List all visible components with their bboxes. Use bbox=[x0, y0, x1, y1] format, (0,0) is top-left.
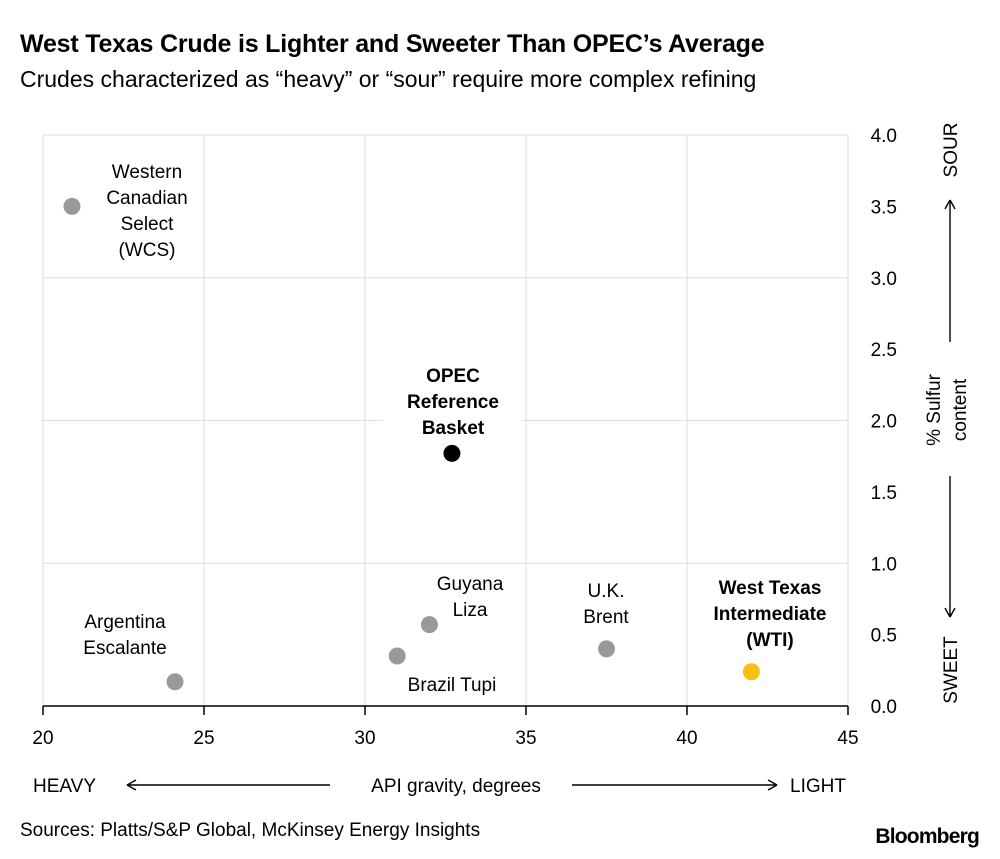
bloomberg-logo: Bloomberg bbox=[875, 825, 979, 848]
y-tick-label: 4.0 bbox=[871, 126, 897, 147]
x-left-arrow-head bbox=[126, 779, 137, 791]
x-right-arrow-head bbox=[767, 779, 778, 791]
y-bottom-direction-label: SWEET bbox=[941, 636, 962, 704]
chart-subtitle: Crudes characterized as “heavy” or “sour… bbox=[20, 66, 757, 92]
data-point-label: Canadian bbox=[106, 188, 187, 209]
y-tick-label: 3.5 bbox=[871, 197, 897, 218]
y-tick-label: 2.0 bbox=[871, 412, 897, 433]
y-axis-label: % Sulfur bbox=[924, 373, 945, 445]
data-point-label: Reference bbox=[407, 392, 499, 413]
x-tick-label: 30 bbox=[354, 728, 375, 749]
data-point-label: Escalante bbox=[83, 638, 166, 659]
data-point bbox=[420, 616, 438, 634]
x-tick-label: 40 bbox=[676, 728, 697, 749]
x-tick-label: 25 bbox=[193, 728, 214, 749]
data-point-label: U.K. bbox=[588, 581, 625, 602]
y-tick-label: 3.0 bbox=[871, 269, 897, 290]
data-point-label: Basket bbox=[422, 418, 485, 439]
data-point-label: Liza bbox=[453, 600, 488, 621]
source-note: Sources: Platts/S&P Global, McKinsey Ene… bbox=[20, 820, 481, 841]
data-point bbox=[388, 647, 406, 665]
x-tick-label: 45 bbox=[837, 728, 858, 749]
data-point bbox=[63, 197, 81, 215]
data-point-label: Brent bbox=[583, 607, 629, 628]
data-point-label: West Texas bbox=[719, 578, 822, 599]
data-point-label: Western bbox=[112, 162, 182, 183]
data-point-label: Intermediate bbox=[714, 604, 827, 625]
y-tick-label: 1.5 bbox=[871, 483, 897, 504]
y-axis-label-cont: content bbox=[950, 378, 971, 441]
label-background bbox=[383, 358, 523, 442]
y-down-arrow-head bbox=[944, 607, 956, 618]
y-tick-label: 0.0 bbox=[871, 697, 897, 718]
x-axis-label: API gravity, degrees bbox=[371, 776, 541, 797]
data-point bbox=[742, 663, 760, 681]
data-point-label: Brazil Tupi bbox=[408, 675, 497, 696]
y-up-arrow-head bbox=[944, 199, 956, 210]
x-tick-label: 20 bbox=[32, 728, 53, 749]
data-point-label: Guyana bbox=[437, 574, 504, 595]
data-point bbox=[166, 673, 184, 691]
data-point bbox=[443, 444, 461, 462]
data-point bbox=[598, 640, 615, 658]
data-point-label: Argentina bbox=[84, 612, 166, 633]
y-top-direction-label: SOUR bbox=[941, 123, 962, 178]
chart-title: West Texas Crude is Lighter and Sweeter … bbox=[20, 30, 765, 58]
y-tick-label: 1.0 bbox=[871, 554, 897, 575]
y-tick-label: 0.5 bbox=[871, 626, 897, 647]
data-point-label: OPEC bbox=[426, 366, 480, 387]
x-tick-label: 35 bbox=[515, 728, 536, 749]
data-point-label: Select bbox=[121, 214, 175, 235]
y-tick-label: 2.5 bbox=[871, 340, 897, 361]
x-right-direction-label: LIGHT bbox=[790, 776, 846, 797]
data-point-label: (WCS) bbox=[119, 240, 176, 261]
x-left-direction-label: HEAVY bbox=[33, 776, 96, 797]
data-point-label: (WTI) bbox=[746, 630, 793, 651]
